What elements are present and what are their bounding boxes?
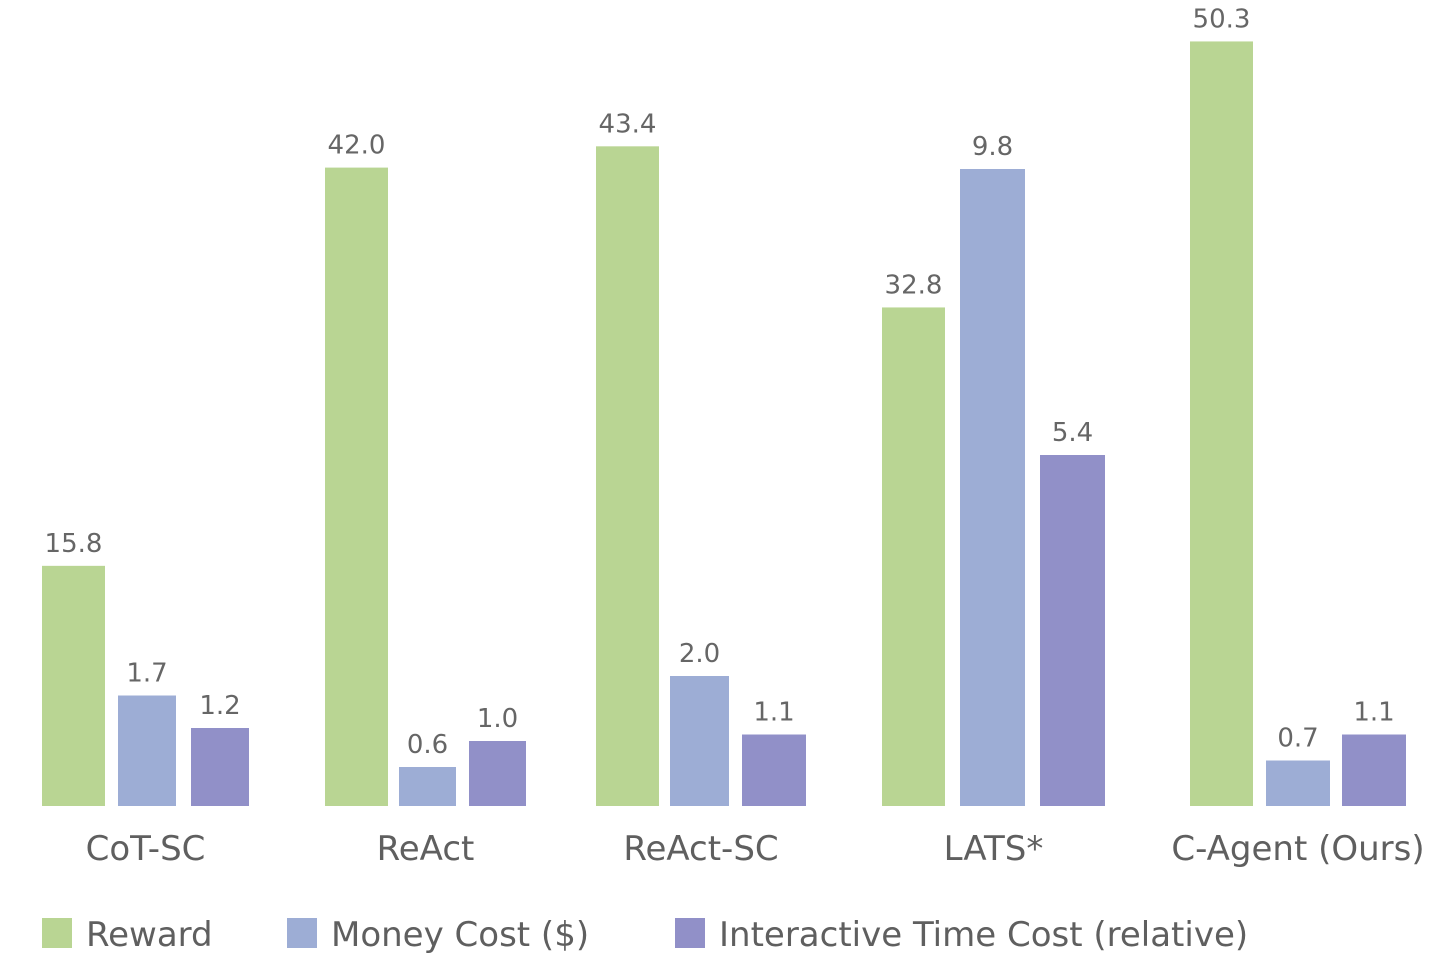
value-label: 43.4 [599,109,657,139]
category-label: C-Agent (Ours) [1171,829,1424,869]
legend-swatch [675,918,705,948]
legend-label: Reward [86,915,213,955]
legend-swatch [287,918,317,948]
legend-label: Interactive Time Cost (relative) [719,915,1248,955]
bars-layer [42,41,1406,807]
bar-money-cost-2 [670,676,729,806]
bar-reward-1 [325,167,388,807]
bar-money-cost-3 [960,169,1025,806]
legend-swatch [42,918,72,948]
value-label: 0.6 [407,730,448,760]
value-label: 1.1 [1353,698,1394,728]
value-label: 5.4 [1052,418,1093,448]
category-label: ReAct [377,829,475,869]
bar-time-cost-0 [191,728,249,806]
value-label: 32.8 [885,270,943,300]
category-label: LATS* [944,829,1044,869]
value-label: 50.3 [1193,4,1251,34]
bar-reward-0 [42,565,105,806]
legend-item: Interactive Time Cost (relative) [675,915,1248,955]
legend-item: Reward [42,915,213,955]
value-label: 2.0 [679,639,720,669]
bar-time-cost-2 [742,734,806,806]
category-label: CoT-SC [86,829,206,869]
value-labels-layer: 15.8 1.7 1.2 42.0 0.6 1.0 43.4 2.0 1.1 32.8 9.8 5.4… [45,4,1395,760]
bar-reward-2 [596,146,659,806]
bar-reward-4 [1190,41,1253,806]
value-label: 9.8 [972,132,1013,162]
value-label: 1.0 [477,704,518,734]
legend: Reward Money Cost ($) Interactive Time Cos… [42,915,1248,955]
value-label: 1.2 [199,691,240,721]
category-label: ReAct-SC [623,829,778,869]
bar-money-cost-0 [118,695,176,806]
bar-time-cost-4 [1342,734,1406,806]
bar-reward-3 [882,307,945,806]
category-labels-layer: CoT-SC ReAct ReAct-SC LATS* C-Agent (Ours) [86,829,1425,869]
legend-label: Money Cost ($) [331,915,589,955]
value-label: 1.1 [753,698,794,728]
bar-money-cost-1 [399,767,456,806]
value-label: 42.0 [328,131,386,161]
value-label: 1.7 [126,659,167,689]
legend-item: Money Cost ($) [287,915,589,955]
bar-time-cost-1 [469,741,526,806]
bar-time-cost-3 [1040,455,1105,806]
bar-money-cost-4 [1266,760,1330,806]
value-label: 0.7 [1277,724,1318,754]
value-label: 15.8 [45,529,103,559]
